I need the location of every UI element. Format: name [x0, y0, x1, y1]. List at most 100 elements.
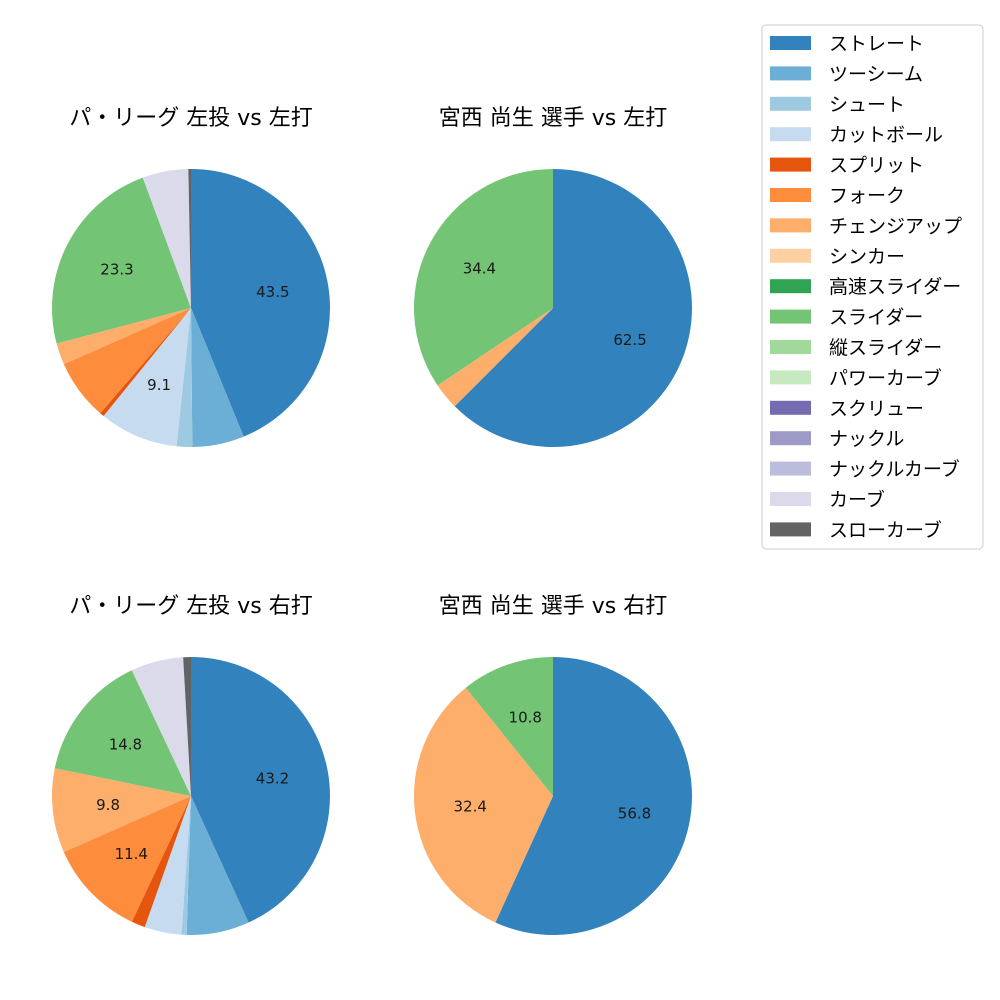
- pie-slice: [52, 177, 192, 344]
- legend-entry: スプリット: [770, 155, 924, 177]
- pie-slice: [437, 308, 553, 407]
- legend-entry: ナックル: [770, 428, 904, 450]
- legend-swatch: [770, 370, 811, 385]
- pie-slice: [495, 657, 693, 935]
- legend-label: チェンジアップ: [829, 215, 962, 237]
- legend-label: ストレート: [829, 33, 924, 55]
- legend-label: 高速スライダー: [829, 276, 961, 298]
- pie-slice: [186, 796, 249, 935]
- slice-label: 43.5: [256, 283, 289, 301]
- slice-label: 9.1: [147, 376, 171, 394]
- legend-label: スライダー: [829, 307, 923, 329]
- pie-slice: [465, 657, 553, 796]
- pie-slice: [51, 768, 191, 852]
- pie-slice: [176, 308, 193, 447]
- slice-label: 32.4: [454, 797, 487, 815]
- legend-entry: パワーカーブ: [770, 366, 942, 389]
- slice-label: 14.8: [109, 735, 142, 753]
- legend-frame: [761, 24, 984, 550]
- pie-slice: [191, 308, 244, 447]
- legend-label: カーブ: [829, 488, 885, 511]
- legend-swatch: [770, 461, 811, 476]
- pie-left-pitcher-vs-right: パ・リーグ 左投 vs 右打 43.2 11.4 9.8 14.8: [51, 594, 330, 935]
- legend-label: カットボール: [829, 124, 943, 146]
- pie-slice: [454, 169, 692, 448]
- legend-label: シンカー: [829, 246, 905, 268]
- pie-slice: [191, 657, 330, 923]
- pie-slice: [142, 169, 191, 308]
- pie-slice: [56, 308, 191, 365]
- legend-swatch: [770, 340, 811, 354]
- pie-miyanishi-vs-left: 宮西 尚生 選手 vs 左打 62.5 34.4: [413, 106, 692, 448]
- legend-swatch: [770, 522, 811, 537]
- pie-slice: [188, 169, 191, 308]
- legend-swatch: [770, 279, 811, 294]
- legend-swatch: [770, 218, 811, 233]
- legend-entry: 縦スライダー: [770, 337, 942, 359]
- legend-swatch: [770, 188, 811, 202]
- slice-label: 11.4: [115, 845, 148, 863]
- legend-entry: シュート: [770, 94, 905, 116]
- pie-slice: [63, 796, 191, 922]
- legend-entry: スローカーブ: [770, 518, 942, 541]
- pie-slice: [63, 308, 191, 414]
- pie-slice: [103, 308, 191, 447]
- chart-title: 宮西 尚生 選手 vs 左打: [439, 106, 667, 131]
- legend-swatch: [770, 96, 811, 111]
- slice-label: 34.4: [463, 260, 496, 278]
- pie-slice: [131, 657, 191, 796]
- pie-slice: [183, 657, 191, 796]
- legend-entry: カットボール: [770, 124, 943, 146]
- legend-swatch: [770, 157, 811, 172]
- legend-swatch: [770, 431, 811, 446]
- legend-swatch: [770, 248, 811, 263]
- legend-entry: カーブ: [770, 488, 885, 511]
- slice-label: 62.5: [613, 331, 646, 349]
- legend-label: 縦スライダー: [829, 337, 942, 359]
- legend-label: シュート: [829, 94, 905, 116]
- pie-slice: [54, 670, 191, 796]
- legend-entry: ツーシーム: [770, 63, 923, 85]
- pie-left-pitcher-vs-left: パ・リーグ 左投 vs 左打 43.5 9.1 23.3: [52, 106, 331, 447]
- legend-entry: 高速スライダー: [770, 276, 961, 298]
- slice-label: 23.3: [100, 261, 133, 279]
- pie-slice: [131, 796, 191, 928]
- chart-title: 宮西 尚生 選手 vs 右打: [439, 594, 667, 619]
- legend-label: スローカーブ: [829, 518, 942, 541]
- legend-swatch: [770, 66, 811, 81]
- legend-label: フォーク: [829, 185, 905, 207]
- legend-swatch: [770, 400, 811, 415]
- legend-entry: フォーク: [770, 185, 905, 207]
- legend-entry: チェンジアップ: [770, 215, 962, 237]
- legend-swatch: [770, 127, 811, 142]
- pie-slice: [144, 796, 191, 935]
- pie-slice: [181, 796, 191, 935]
- legend-entry: シンカー: [770, 246, 905, 268]
- legend-label: ナックル: [829, 428, 904, 450]
- pie-charts-group: パ・リーグ 左投 vs 左打 43.5 9.1 23.3 宮西 尚生 選手 vs 左打 6…: [51, 106, 693, 935]
- chart-title: パ・リーグ 左投 vs 右打: [69, 594, 312, 619]
- legend-label: ツーシーム: [829, 63, 923, 85]
- pie-slice: [413, 169, 553, 386]
- legend-label: パワーカーブ: [829, 366, 942, 389]
- slice-label: 43.2: [256, 769, 289, 787]
- legend-label: スクリュー: [829, 398, 924, 420]
- legend-swatch: [770, 309, 811, 324]
- legend-items: ストレートツーシームシュートカットボールスプリットフォークチェンジアップシンカー…: [770, 33, 962, 541]
- legend-entry: ナックルカーブ: [770, 458, 960, 481]
- slice-label: 10.8: [509, 708, 542, 726]
- legend-label: スプリット: [829, 155, 924, 177]
- legend: ストレートツーシームシュートカットボールスプリットフォークチェンジアップシンカー…: [761, 24, 984, 550]
- chart-title: パ・リーグ 左投 vs 左打: [69, 106, 312, 131]
- legend-swatch: [770, 36, 811, 50]
- legend-entry: スクリュー: [770, 398, 924, 420]
- legend-label: ナックルカーブ: [829, 458, 960, 481]
- legend-entry: スライダー: [770, 307, 923, 329]
- slice-label: 56.8: [618, 805, 651, 823]
- pie-slice: [413, 687, 553, 923]
- slice-label: 9.8: [96, 796, 120, 814]
- pie-slice: [100, 308, 191, 417]
- pie-miyanishi-vs-right: 宮西 尚生 選手 vs 右打 56.8 32.4 10.8: [413, 594, 693, 935]
- legend-entry: ストレート: [770, 33, 924, 55]
